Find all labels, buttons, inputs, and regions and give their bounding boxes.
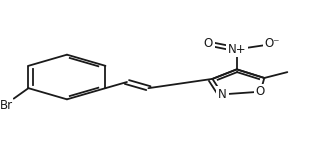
Text: N+: N+ — [228, 43, 246, 56]
Text: O: O — [204, 37, 213, 50]
Text: N: N — [218, 88, 227, 101]
Text: O⁻: O⁻ — [264, 37, 280, 50]
Text: Br: Br — [0, 99, 13, 112]
Text: O: O — [256, 85, 265, 98]
